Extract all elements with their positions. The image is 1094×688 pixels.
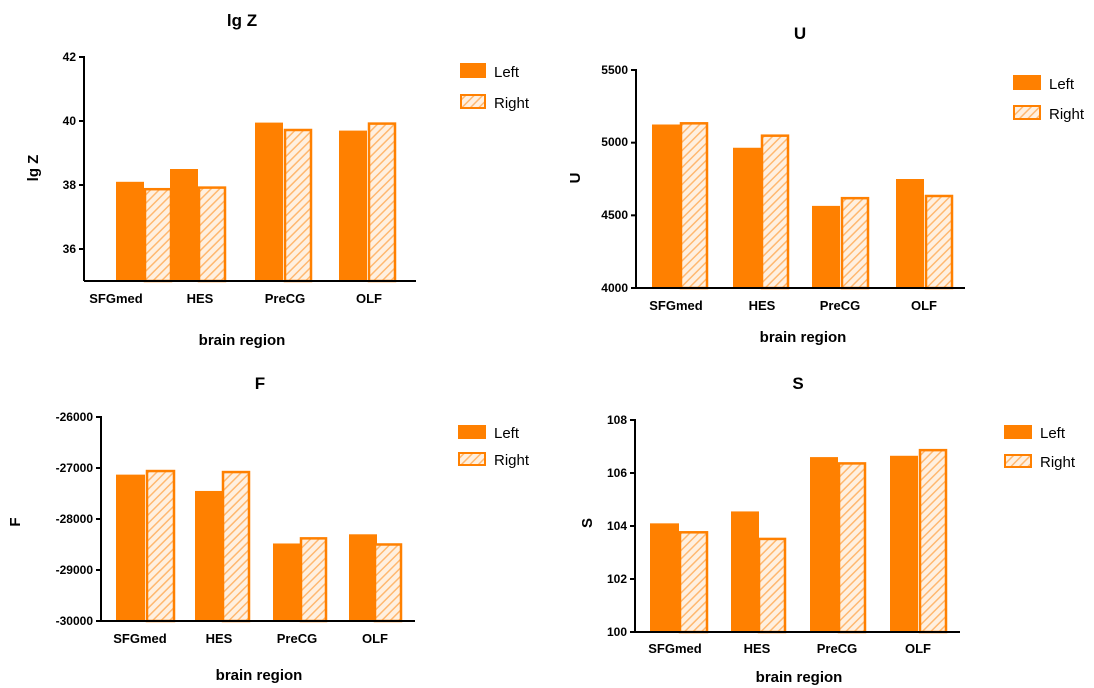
x-tick-label: PreCG	[820, 298, 860, 313]
y-tick-label: -28000	[56, 512, 94, 526]
x-tick-label: SFGmed	[89, 291, 143, 306]
legend-label-left: Left	[1049, 76, 1075, 93]
y-tick-label: -29000	[56, 563, 94, 577]
legend-swatch-left	[1004, 425, 1032, 439]
chart-title: U	[794, 24, 806, 43]
bar-left	[731, 511, 759, 632]
legend-label-right: Right	[1049, 106, 1085, 123]
bar-right	[299, 537, 328, 623]
x-tick-label: HES	[206, 631, 233, 646]
legend-label-right: Right	[1040, 454, 1076, 471]
x-axis-label: brain region	[216, 667, 303, 684]
bar-right	[367, 122, 397, 283]
bar-left	[195, 490, 223, 621]
legend-swatch-right	[1013, 105, 1041, 120]
legend-label-right: Right	[494, 95, 530, 112]
bar-right	[678, 531, 709, 634]
x-tick-label: SFGmed	[113, 631, 167, 646]
chart-title: lg Z	[227, 11, 257, 30]
bar-left	[170, 169, 198, 281]
legend-swatch-left	[458, 425, 486, 439]
chart-panel-u: U U brain region 5500 5000 4500 4000 SFG…	[567, 24, 1085, 346]
y-tick-label: 5000	[601, 135, 628, 149]
x-axis-label: brain region	[756, 669, 843, 686]
legend-label-right: Right	[494, 452, 530, 469]
x-axis-label: brain region	[199, 332, 286, 349]
y-tick-label: 106	[607, 466, 627, 480]
y-tick-label: -27000	[56, 461, 94, 475]
bar-left	[812, 205, 840, 288]
x-tick-label: HES	[187, 291, 214, 306]
legend-swatch-left	[460, 63, 486, 78]
chart-panel-s: S S brain region 108 106 104 102 100 SFG…	[579, 374, 1076, 686]
chart-title: S	[792, 374, 803, 393]
x-axis-label: brain region	[760, 329, 847, 346]
y-tick-label: 100	[607, 625, 627, 639]
bar-right	[837, 462, 867, 634]
bar-left	[273, 543, 300, 621]
legend-swatch-right	[458, 452, 486, 466]
x-tick-label: OLF	[911, 298, 937, 313]
x-tick-label: PreCG	[277, 631, 317, 646]
x-tick-label: PreCG	[817, 641, 857, 656]
bar-left	[896, 179, 924, 288]
legend-swatch-right	[460, 94, 486, 109]
x-tick-label: OLF	[905, 641, 931, 656]
legend-label-left: Left	[1040, 425, 1066, 442]
bar-right	[373, 543, 403, 623]
x-tick-label: SFGmed	[648, 641, 702, 656]
bar-left	[733, 147, 761, 288]
bar-left	[349, 534, 377, 621]
bar-left	[650, 523, 679, 632]
y-axis-label: U	[567, 173, 584, 184]
bar-left	[116, 474, 145, 621]
bar-left	[652, 124, 680, 288]
bar-left	[255, 122, 283, 281]
bar-right	[145, 469, 176, 623]
legend-swatch-left	[1013, 75, 1041, 90]
bar-right	[221, 470, 251, 623]
x-tick-label: OLF	[362, 631, 388, 646]
y-axis-label: S	[579, 518, 596, 528]
y-axis-label: lg Z	[25, 155, 42, 182]
bar-right	[197, 186, 227, 283]
y-tick-label: 36	[63, 242, 77, 256]
bar-left	[890, 455, 918, 632]
bar-right	[757, 537, 787, 634]
chart-panel-f: F F brain region -26000 -27000 -28000 -2…	[7, 374, 530, 684]
y-tick-label: 38	[63, 178, 77, 192]
y-tick-label: -30000	[56, 614, 94, 628]
y-tick-label: 4000	[601, 281, 628, 295]
bar-left	[810, 457, 838, 632]
y-tick-label: 5500	[601, 63, 628, 77]
bar-right	[143, 187, 173, 283]
y-tick-label: 42	[63, 50, 77, 64]
y-axis-label: F	[7, 517, 24, 526]
x-tick-label: PreCG	[265, 291, 305, 306]
bar-right	[924, 194, 954, 290]
legend-swatch-right	[1004, 454, 1032, 468]
x-tick-label: HES	[749, 298, 776, 313]
chart-title: F	[255, 374, 265, 393]
x-tick-label: HES	[744, 641, 771, 656]
y-tick-label: 102	[607, 572, 627, 586]
y-tick-label: 40	[63, 114, 77, 128]
y-tick-label: 104	[607, 519, 627, 533]
bar-left	[339, 130, 367, 281]
x-tick-label: SFGmed	[649, 298, 703, 313]
y-tick-label: -26000	[56, 410, 94, 424]
chart-panel-lgz: lg Z lg Z brain region 42 40 38 36 SFGme…	[25, 11, 530, 349]
bar-right	[840, 196, 870, 290]
bar-right	[679, 122, 709, 290]
y-tick-label: 4500	[601, 208, 628, 222]
bar-right	[918, 448, 948, 634]
bar-right	[283, 128, 313, 283]
legend-label-left: Left	[494, 64, 520, 81]
legend-label-left: Left	[494, 425, 520, 442]
y-tick-label: 108	[607, 413, 627, 427]
bar-left	[116, 181, 144, 281]
bar-right	[760, 134, 790, 290]
x-tick-label: OLF	[356, 291, 382, 306]
